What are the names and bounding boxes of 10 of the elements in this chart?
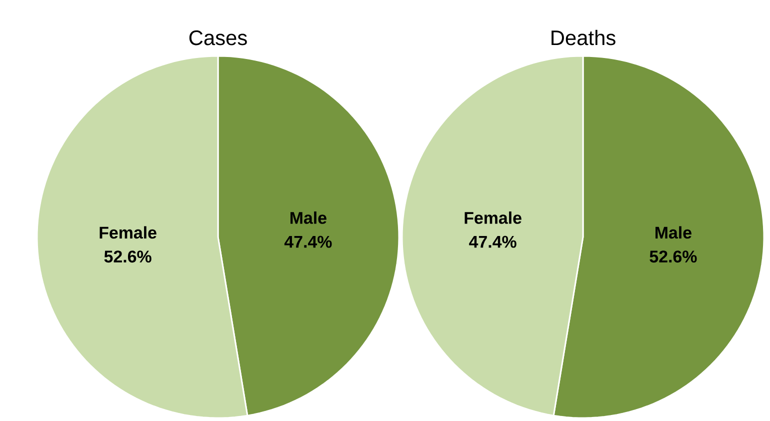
slice-label: Male bbox=[656, 226, 692, 239]
data-label: 47.4% bbox=[469, 236, 516, 248]
slice-label: Female bbox=[100, 226, 156, 239]
chart-title: Deaths bbox=[552, 30, 616, 46]
data-label: 52.6% bbox=[650, 250, 697, 263]
slice-label: Male bbox=[290, 211, 326, 224]
data-label: 47.4% bbox=[284, 236, 332, 248]
data-label: 52.6% bbox=[104, 250, 152, 263]
slice-label: Female bbox=[464, 211, 522, 224]
chart-title: Cases bbox=[189, 30, 247, 46]
